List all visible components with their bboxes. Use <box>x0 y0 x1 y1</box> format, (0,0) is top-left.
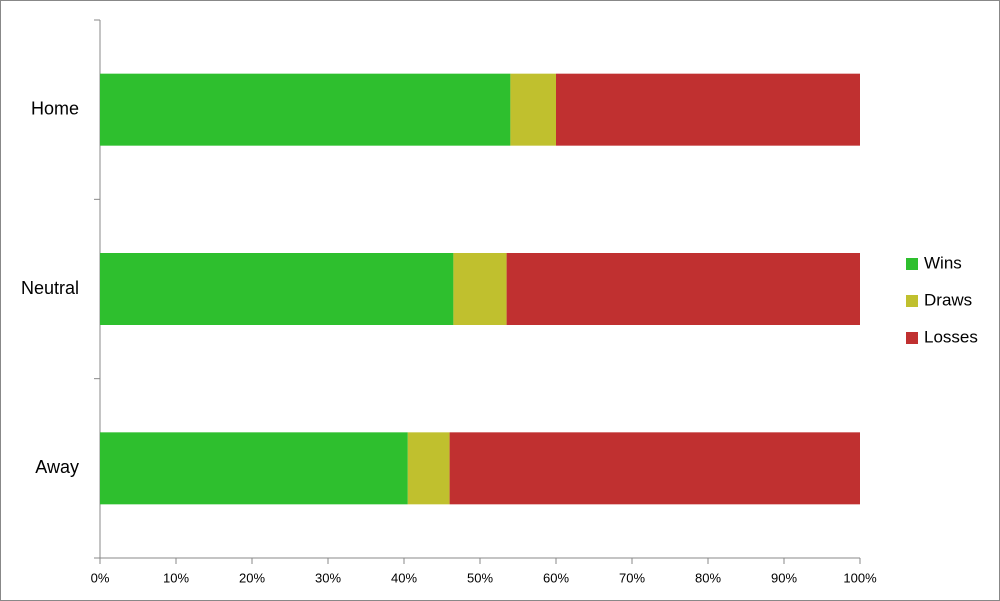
bar-segment <box>100 253 454 325</box>
x-tick-label: 30% <box>315 570 341 585</box>
bar-segment <box>407 432 450 505</box>
x-tick-label: 50% <box>467 570 493 585</box>
x-tick-label: 10% <box>163 570 189 585</box>
legend-label: Wins <box>924 253 962 272</box>
legend-swatch <box>906 332 918 344</box>
x-tick-label: 100% <box>843 570 877 585</box>
x-tick-label: 40% <box>391 570 417 585</box>
category-label: Neutral <box>21 278 79 298</box>
bar-segment <box>510 73 556 146</box>
x-tick-label: 70% <box>619 570 645 585</box>
legend-swatch <box>906 295 918 307</box>
bar-segment <box>100 73 511 146</box>
bar-segment <box>449 432 860 505</box>
category-label: Home <box>31 98 79 118</box>
x-tick-label: 60% <box>543 570 569 585</box>
legend-swatch <box>906 258 918 270</box>
x-tick-label: 90% <box>771 570 797 585</box>
bar-segment <box>556 73 860 146</box>
x-tick-label: 0% <box>91 570 110 585</box>
legend-label: Draws <box>924 290 972 309</box>
bar-segment <box>506 253 860 325</box>
legend-label: Losses <box>924 327 978 346</box>
bar-segment <box>453 253 507 325</box>
category-label: Away <box>35 457 79 477</box>
x-tick-label: 20% <box>239 570 265 585</box>
x-tick-label: 80% <box>695 570 721 585</box>
bar-segment <box>100 432 408 505</box>
